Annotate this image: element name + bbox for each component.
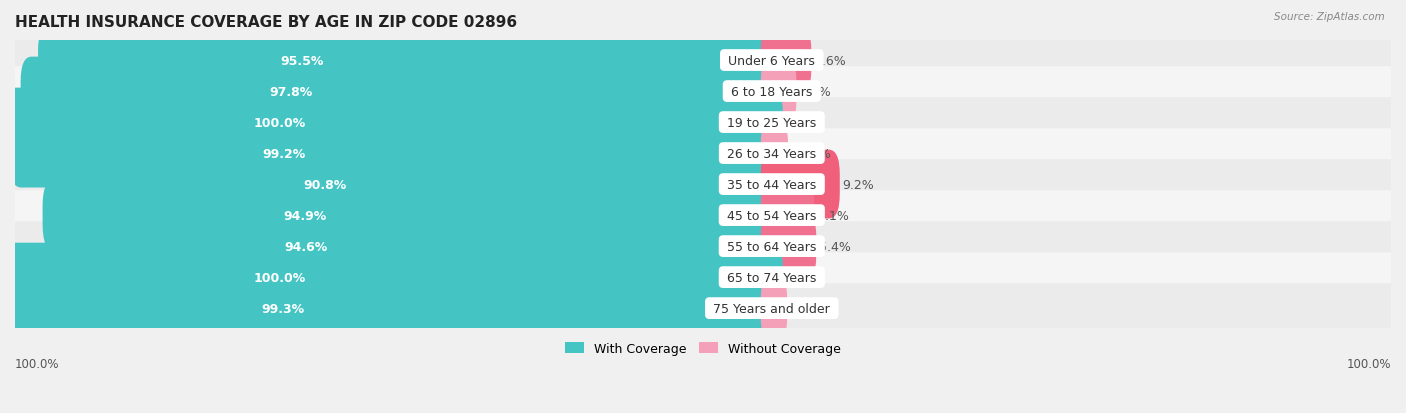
- Text: 4.6%: 4.6%: [814, 55, 846, 67]
- Text: 19 to 25 Years: 19 to 25 Years: [723, 116, 821, 129]
- Text: 97.8%: 97.8%: [269, 85, 312, 98]
- Text: 100.0%: 100.0%: [15, 357, 59, 370]
- FancyBboxPatch shape: [11, 129, 1395, 178]
- Text: 65 to 74 Years: 65 to 74 Years: [723, 271, 821, 284]
- FancyBboxPatch shape: [4, 88, 783, 157]
- Text: Source: ZipAtlas.com: Source: ZipAtlas.com: [1274, 12, 1385, 22]
- Text: 35 to 44 Years: 35 to 44 Years: [723, 178, 821, 191]
- Text: 2.2%: 2.2%: [799, 85, 831, 98]
- FancyBboxPatch shape: [11, 191, 1395, 240]
- Text: 94.9%: 94.9%: [284, 209, 326, 222]
- FancyBboxPatch shape: [73, 150, 783, 219]
- Text: 45 to 54 Years: 45 to 54 Years: [723, 209, 821, 222]
- FancyBboxPatch shape: [761, 181, 814, 250]
- FancyBboxPatch shape: [10, 119, 783, 188]
- Text: 5.4%: 5.4%: [820, 240, 851, 253]
- Text: 100.0%: 100.0%: [253, 116, 307, 129]
- FancyBboxPatch shape: [21, 57, 783, 126]
- Text: 5.1%: 5.1%: [817, 209, 849, 222]
- Text: 100.0%: 100.0%: [253, 271, 307, 284]
- FancyBboxPatch shape: [10, 274, 783, 343]
- Text: 26 to 34 Years: 26 to 34 Years: [723, 147, 820, 160]
- FancyBboxPatch shape: [4, 243, 783, 312]
- Text: 0.0%: 0.0%: [786, 271, 817, 284]
- FancyBboxPatch shape: [761, 26, 811, 95]
- FancyBboxPatch shape: [11, 160, 1395, 209]
- FancyBboxPatch shape: [761, 212, 817, 281]
- Text: 75 Years and older: 75 Years and older: [710, 302, 834, 315]
- FancyBboxPatch shape: [45, 212, 783, 281]
- Text: 90.8%: 90.8%: [304, 178, 347, 191]
- FancyBboxPatch shape: [11, 98, 1395, 147]
- FancyBboxPatch shape: [11, 253, 1395, 302]
- Text: 95.5%: 95.5%: [280, 55, 323, 67]
- Text: 55 to 64 Years: 55 to 64 Years: [723, 240, 821, 253]
- Text: 0.7%: 0.7%: [790, 302, 823, 315]
- FancyBboxPatch shape: [11, 222, 1395, 271]
- FancyBboxPatch shape: [11, 36, 1395, 85]
- Text: 99.2%: 99.2%: [262, 147, 305, 160]
- FancyBboxPatch shape: [38, 26, 783, 95]
- Text: 9.2%: 9.2%: [842, 178, 875, 191]
- Legend: With Coverage, Without Coverage: With Coverage, Without Coverage: [561, 337, 845, 360]
- FancyBboxPatch shape: [761, 57, 796, 126]
- FancyBboxPatch shape: [761, 150, 839, 219]
- FancyBboxPatch shape: [11, 67, 1395, 116]
- Text: 0.84%: 0.84%: [790, 147, 831, 160]
- FancyBboxPatch shape: [761, 119, 787, 188]
- Text: 0.0%: 0.0%: [786, 116, 817, 129]
- FancyBboxPatch shape: [42, 181, 783, 250]
- Text: 99.3%: 99.3%: [262, 302, 305, 315]
- Text: HEALTH INSURANCE COVERAGE BY AGE IN ZIP CODE 02896: HEALTH INSURANCE COVERAGE BY AGE IN ZIP …: [15, 15, 517, 30]
- FancyBboxPatch shape: [11, 284, 1395, 333]
- FancyBboxPatch shape: [761, 274, 787, 343]
- Text: 100.0%: 100.0%: [1347, 357, 1391, 370]
- Text: Under 6 Years: Under 6 Years: [724, 55, 820, 67]
- Text: 6 to 18 Years: 6 to 18 Years: [727, 85, 817, 98]
- Text: 94.6%: 94.6%: [285, 240, 328, 253]
